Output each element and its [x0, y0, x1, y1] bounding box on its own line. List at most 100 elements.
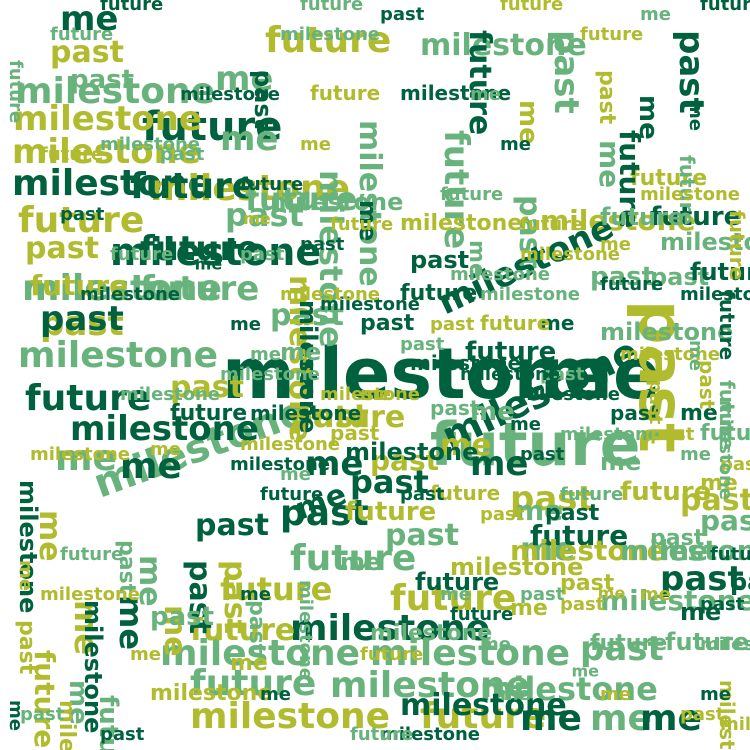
cloud-word: past — [300, 234, 345, 255]
cloud-word: past — [195, 508, 269, 543]
cloud-word: milestone — [220, 364, 320, 385]
cloud-word: past — [520, 444, 565, 465]
cloud-word: future — [110, 244, 173, 265]
cloud-word: me — [640, 4, 671, 25]
cloud-word: past — [240, 244, 285, 265]
cloud-word: past — [400, 334, 445, 355]
cloud-word: past — [380, 4, 425, 25]
cloud-word: milestone — [280, 24, 380, 45]
cloud-word: future — [710, 544, 750, 565]
cloud-word: milestone — [450, 264, 550, 285]
cloud-word: milestone — [715, 400, 736, 500]
cloud-word: future — [360, 644, 423, 665]
cloud-word: milestone — [560, 424, 660, 445]
cloud-word: future — [240, 174, 303, 195]
cloud-word: me — [700, 684, 731, 705]
cloud-word: future — [350, 724, 413, 745]
cloud-word: future — [50, 24, 113, 45]
cloud-word: past — [480, 504, 525, 525]
cloud-word: me — [480, 634, 511, 655]
cloud-word: past — [650, 526, 705, 551]
cloud-word: past — [14, 620, 39, 675]
cloud-word: milestone — [280, 284, 380, 305]
cloud-word: milestone — [14, 480, 42, 613]
cloud-word: me — [685, 100, 706, 131]
cloud-word: future — [450, 604, 513, 625]
cloud-word: past — [150, 602, 214, 632]
cloud-word: future — [500, 0, 563, 15]
cloud-word: me — [230, 314, 261, 335]
cloud-word: future — [480, 311, 550, 335]
cloud-word: future — [5, 60, 26, 123]
cloud-word: milestone — [420, 28, 587, 63]
cloud-word: past — [100, 724, 145, 745]
cloud-word: me — [195, 254, 223, 273]
cloud-word: me — [600, 684, 631, 705]
cloud-word: me — [593, 140, 626, 188]
cloud-word: me — [685, 340, 706, 371]
cloud-word: future — [300, 0, 363, 15]
cloud-word: me — [243, 209, 271, 228]
cloud-word: me — [598, 584, 626, 603]
cloud-word: past — [645, 380, 666, 425]
cloud-word: me — [500, 684, 531, 705]
cloud-word: milestone — [79, 600, 107, 733]
cloud-word: future — [590, 631, 667, 656]
cloud-word: me — [640, 584, 671, 605]
cloud-word: past — [244, 600, 269, 655]
cloud-word: past — [20, 704, 65, 725]
cloud-word: past — [520, 584, 565, 605]
cloud-word: past — [680, 704, 725, 725]
cloud-word: me — [130, 644, 161, 665]
cloud-word: me — [600, 234, 631, 255]
cloud-word: me — [250, 344, 281, 365]
cloud-word: future — [60, 544, 123, 565]
cloud-word: milestone — [600, 318, 733, 346]
cloud-word: future — [600, 274, 663, 295]
cloud-word: milestone — [240, 434, 340, 455]
cloud-word: milestone — [400, 211, 522, 236]
cloud-word: future — [580, 24, 643, 45]
cloud-word: milestone — [320, 384, 420, 405]
cloud-word: past — [40, 299, 124, 339]
cloud-word: me — [633, 95, 663, 140]
cloud-word: me — [280, 464, 311, 485]
cloud-word: future — [260, 484, 323, 505]
cloud-word: past — [430, 314, 475, 335]
cloud-word: past — [650, 424, 695, 445]
cloud-word: milestone — [295, 580, 316, 680]
cloud-word: me — [600, 448, 641, 476]
cloud-word: future — [100, 0, 163, 15]
cloud-word: milestone — [100, 134, 200, 155]
cloud-word: milestone — [80, 284, 180, 305]
cloud-word: me — [240, 584, 271, 605]
cloud-word: me — [440, 584, 471, 605]
cloud-word: milestone — [680, 284, 750, 305]
cloud-word: milestone — [450, 553, 583, 581]
cloud-word: milestone — [13, 99, 202, 139]
cloud-word: me — [15, 560, 36, 591]
cloud-word: future — [725, 210, 749, 280]
cloud-word: past — [60, 204, 105, 225]
cloud-word: milestone — [30, 444, 130, 465]
cloud-word: future — [465, 337, 556, 367]
cloud-word: past — [594, 70, 619, 125]
cloud-word: me — [230, 651, 268, 676]
cloud-word: future — [520, 214, 583, 235]
cloud-word: milestone — [120, 384, 220, 405]
cloud-word: past — [430, 396, 480, 420]
cloud-word: milestone — [700, 634, 750, 655]
cloud-word: milestone — [640, 184, 740, 205]
cloud-word: me — [260, 684, 291, 705]
cloud-word: me — [680, 444, 711, 465]
cloud-word: future — [440, 184, 503, 205]
cloud-word: milestone — [480, 284, 580, 305]
cloud-word: milestone — [720, 714, 750, 735]
cloud-word: future — [330, 214, 393, 235]
cloud-word: past — [700, 594, 745, 615]
cloud-word: future — [600, 203, 684, 231]
cloud-word: future — [700, 0, 750, 15]
cloud-word: me — [500, 134, 531, 155]
